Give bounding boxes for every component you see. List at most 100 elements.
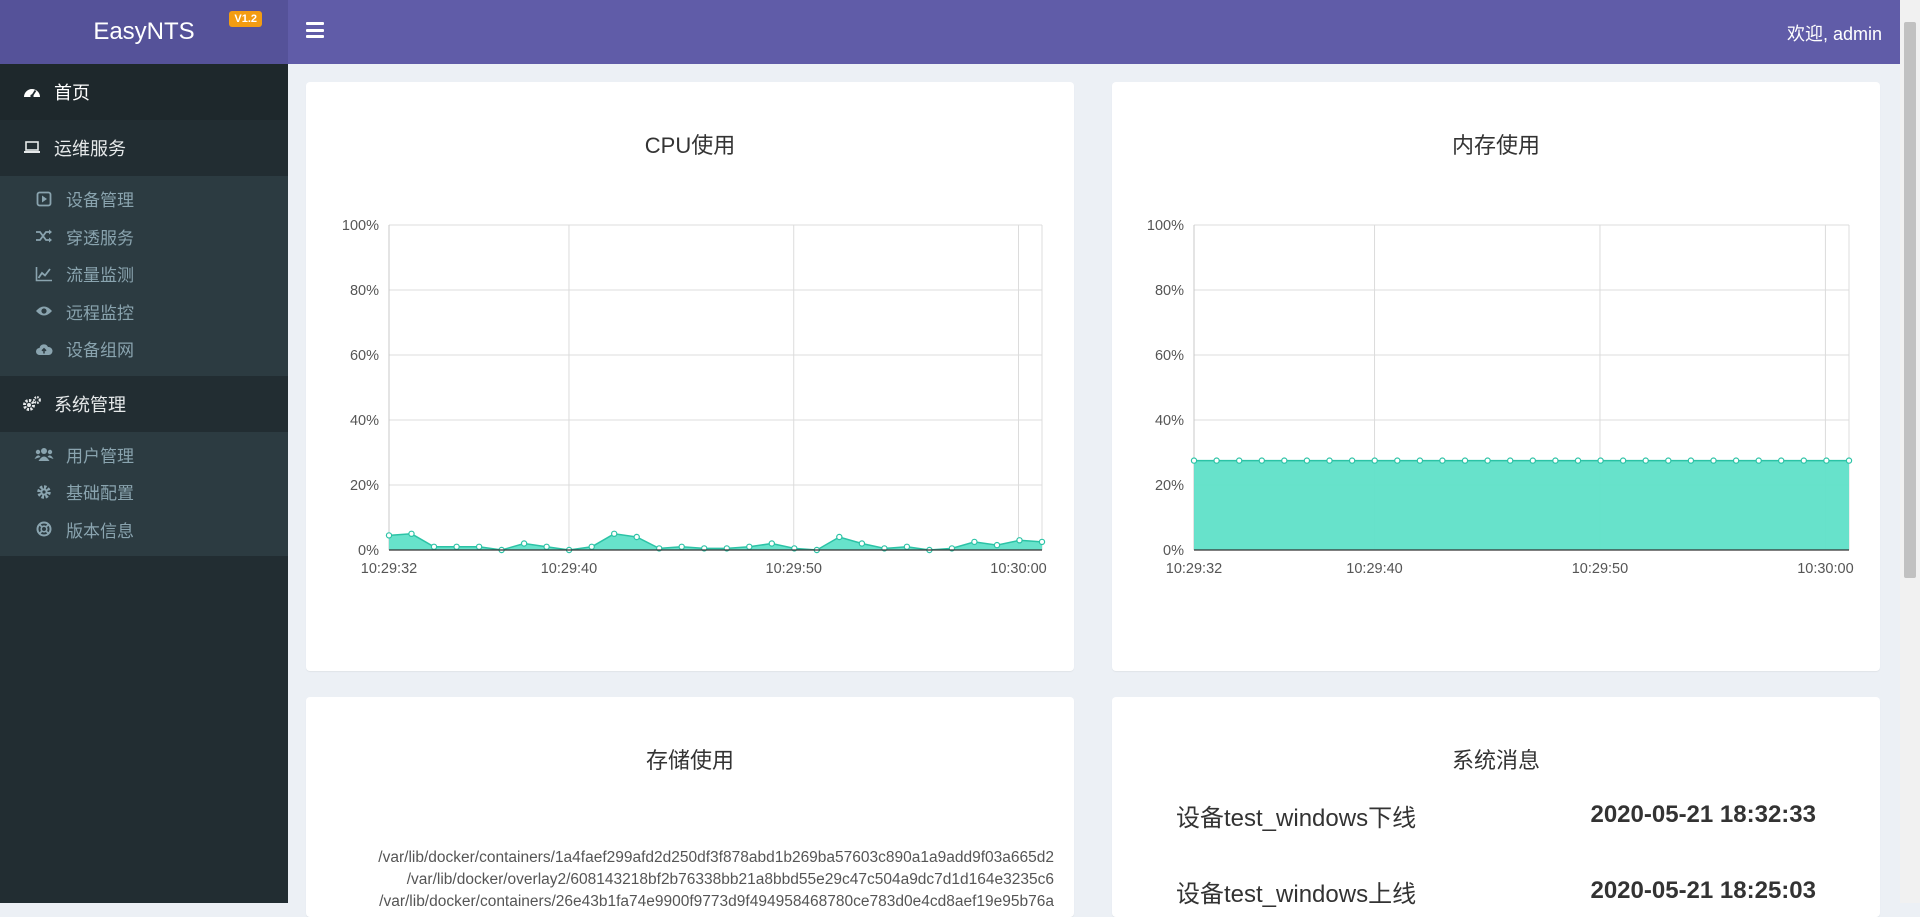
version-badge: V1.2 bbox=[229, 11, 262, 27]
data-point[interactable] bbox=[1348, 457, 1356, 464]
data-point[interactable] bbox=[1190, 457, 1198, 464]
data-point[interactable] bbox=[1778, 457, 1785, 464]
x-tick-label: 10:29:50 bbox=[766, 561, 822, 577]
sidebar-item-tunnel-service[interactable]: 穿透服务 bbox=[0, 218, 288, 256]
data-point[interactable] bbox=[1755, 457, 1762, 464]
storage-path: /var/lib/docker/containers/1a4faef299afd… bbox=[378, 849, 1054, 866]
data-point[interactable] bbox=[1665, 457, 1672, 464]
sidebar-section-system[interactable]: 系统管理 bbox=[0, 375, 288, 432]
page-scrollbar[interactable] bbox=[1900, 0, 1920, 903]
submenu-ops: 设备管理 穿透服务 流量监测 远程监控 设备组网 bbox=[0, 176, 288, 376]
data-point[interactable] bbox=[543, 543, 550, 550]
data-point[interactable] bbox=[1507, 457, 1514, 464]
x-tick-label: 10:29:40 bbox=[541, 561, 597, 577]
data-point[interactable] bbox=[1687, 457, 1695, 464]
sidebar-item-basic-config[interactable]: 基础配置 bbox=[0, 473, 288, 511]
y-tick-label: 0% bbox=[1163, 543, 1184, 559]
y-tick-label: 40% bbox=[1155, 413, 1184, 429]
sidebar-item-device-management[interactable]: 设备管理 bbox=[0, 180, 288, 218]
x-tick-label: 10:30:00 bbox=[1797, 561, 1853, 577]
memory-usage-card: 内存使用 0% 20% 40% 60% 80% 100% 10:29:32 10:29:40 1… bbox=[1112, 82, 1880, 671]
dashboard-icon bbox=[22, 82, 42, 102]
data-point[interactable] bbox=[1416, 457, 1424, 464]
y-tick-label: 40% bbox=[350, 413, 379, 429]
x-tick-label: 10:29:32 bbox=[361, 561, 417, 577]
data-point[interactable] bbox=[1235, 457, 1243, 464]
data-point[interactable] bbox=[1552, 457, 1559, 464]
card-title: 系统消息 bbox=[1451, 748, 1540, 773]
data-point[interactable] bbox=[1439, 457, 1446, 464]
data-point[interactable] bbox=[1800, 457, 1808, 464]
sidebar-section-label: 运维服务 bbox=[54, 139, 126, 159]
sidebar-item-version-info[interactable]: 版本信息 bbox=[0, 511, 288, 549]
data-point[interactable] bbox=[993, 541, 1001, 549]
menu-toggle-icon[interactable] bbox=[306, 22, 324, 40]
sidebar-item-device-network[interactable]: 设备组网 bbox=[0, 330, 288, 368]
cpu-usage-card: CPU使用 0% 20% 40% 60% 80% 100% 10:29:32 10:29:40… bbox=[306, 82, 1074, 671]
data-point[interactable] bbox=[678, 543, 685, 550]
data-point[interactable] bbox=[971, 538, 978, 546]
sidebar-item-home[interactable]: 首页 bbox=[0, 64, 288, 120]
line-chart-icon bbox=[34, 264, 54, 284]
y-tick-label: 100% bbox=[1147, 218, 1184, 234]
top-header: 欢迎, admin bbox=[288, 0, 1900, 64]
data-point[interactable] bbox=[1281, 457, 1288, 464]
app-logo[interactable]: EasyNTS V1.2 bbox=[0, 0, 288, 64]
data-point[interactable] bbox=[1484, 457, 1491, 464]
message-time: 2020-05-21 18:25:03 bbox=[1590, 877, 1816, 904]
message-text: 设备test_windows下线 bbox=[1176, 804, 1417, 832]
y-tick-label: 80% bbox=[1155, 283, 1184, 299]
data-point[interactable] bbox=[1303, 457, 1311, 464]
data-point[interactable] bbox=[1597, 457, 1604, 464]
scrollbar-thumb[interactable] bbox=[1904, 22, 1916, 578]
data-point[interactable] bbox=[1394, 457, 1401, 464]
eye-icon bbox=[34, 301, 54, 321]
data-point[interactable] bbox=[1619, 457, 1627, 464]
data-point[interactable] bbox=[1258, 457, 1265, 464]
data-point[interactable] bbox=[1371, 457, 1378, 464]
storage-path-list: /var/lib/docker/containers/1a4faef299afd… bbox=[326, 847, 1054, 913]
data-point[interactable] bbox=[903, 543, 911, 550]
data-point[interactable] bbox=[633, 533, 640, 541]
welcome-user[interactable]: 欢迎, admin bbox=[1786, 24, 1882, 44]
data-point[interactable] bbox=[746, 543, 753, 550]
data-point[interactable] bbox=[1732, 457, 1740, 464]
data-point[interactable] bbox=[520, 540, 528, 547]
y-tick-label: 60% bbox=[350, 348, 379, 364]
sidebar-item-remote-monitor[interactable]: 远程监控 bbox=[0, 293, 288, 331]
y-tick-label: 100% bbox=[342, 218, 379, 234]
data-point[interactable] bbox=[1326, 457, 1333, 464]
storage-path: /var/lib/docker/overlay2/608143218bf2b76… bbox=[406, 871, 1054, 888]
data-point[interactable] bbox=[1213, 457, 1220, 464]
storage-path: /var/lib/docker/containers/26e43b1fa74e9… bbox=[379, 893, 1054, 910]
message-time: 2020-05-21 18:32:33 bbox=[1590, 801, 1816, 828]
data-point[interactable] bbox=[1529, 457, 1536, 464]
data-point[interactable] bbox=[453, 543, 460, 550]
data-point[interactable] bbox=[475, 543, 483, 550]
data-point[interactable] bbox=[836, 533, 843, 541]
sidebar-item-traffic-monitor[interactable]: 流量监测 bbox=[0, 255, 288, 293]
data-point[interactable] bbox=[1038, 538, 1046, 546]
data-point[interactable] bbox=[1642, 457, 1649, 464]
y-tick-label: 0% bbox=[358, 543, 379, 559]
data-point[interactable] bbox=[588, 543, 595, 550]
x-tick-label: 10:29:32 bbox=[1166, 561, 1222, 577]
data-point[interactable] bbox=[408, 530, 415, 537]
cpu-usage-chart: 0% 20% 40% 60% 80% 100% 10:29:32 10:29:40 10:29:… bbox=[342, 218, 1047, 577]
sidebar-item-label: 流量监测 bbox=[66, 266, 134, 286]
data-point[interactable] bbox=[1461, 457, 1469, 464]
data-point[interactable] bbox=[1823, 457, 1830, 464]
data-point[interactable] bbox=[768, 540, 775, 547]
x-tick-label: 10:29:50 bbox=[1572, 561, 1628, 577]
data-point[interactable] bbox=[611, 530, 618, 537]
data-point[interactable] bbox=[430, 543, 438, 550]
data-point[interactable] bbox=[385, 532, 393, 539]
data-point[interactable] bbox=[1016, 537, 1023, 544]
data-point[interactable] bbox=[858, 540, 866, 547]
data-point[interactable] bbox=[1574, 457, 1582, 464]
sidebar-section-ops[interactable]: 运维服务 bbox=[0, 120, 288, 176]
data-point[interactable] bbox=[1710, 457, 1717, 464]
cogs-icon bbox=[22, 394, 42, 414]
data-point[interactable] bbox=[1845, 457, 1853, 464]
sidebar-item-user-management[interactable]: 用户管理 bbox=[0, 436, 288, 474]
